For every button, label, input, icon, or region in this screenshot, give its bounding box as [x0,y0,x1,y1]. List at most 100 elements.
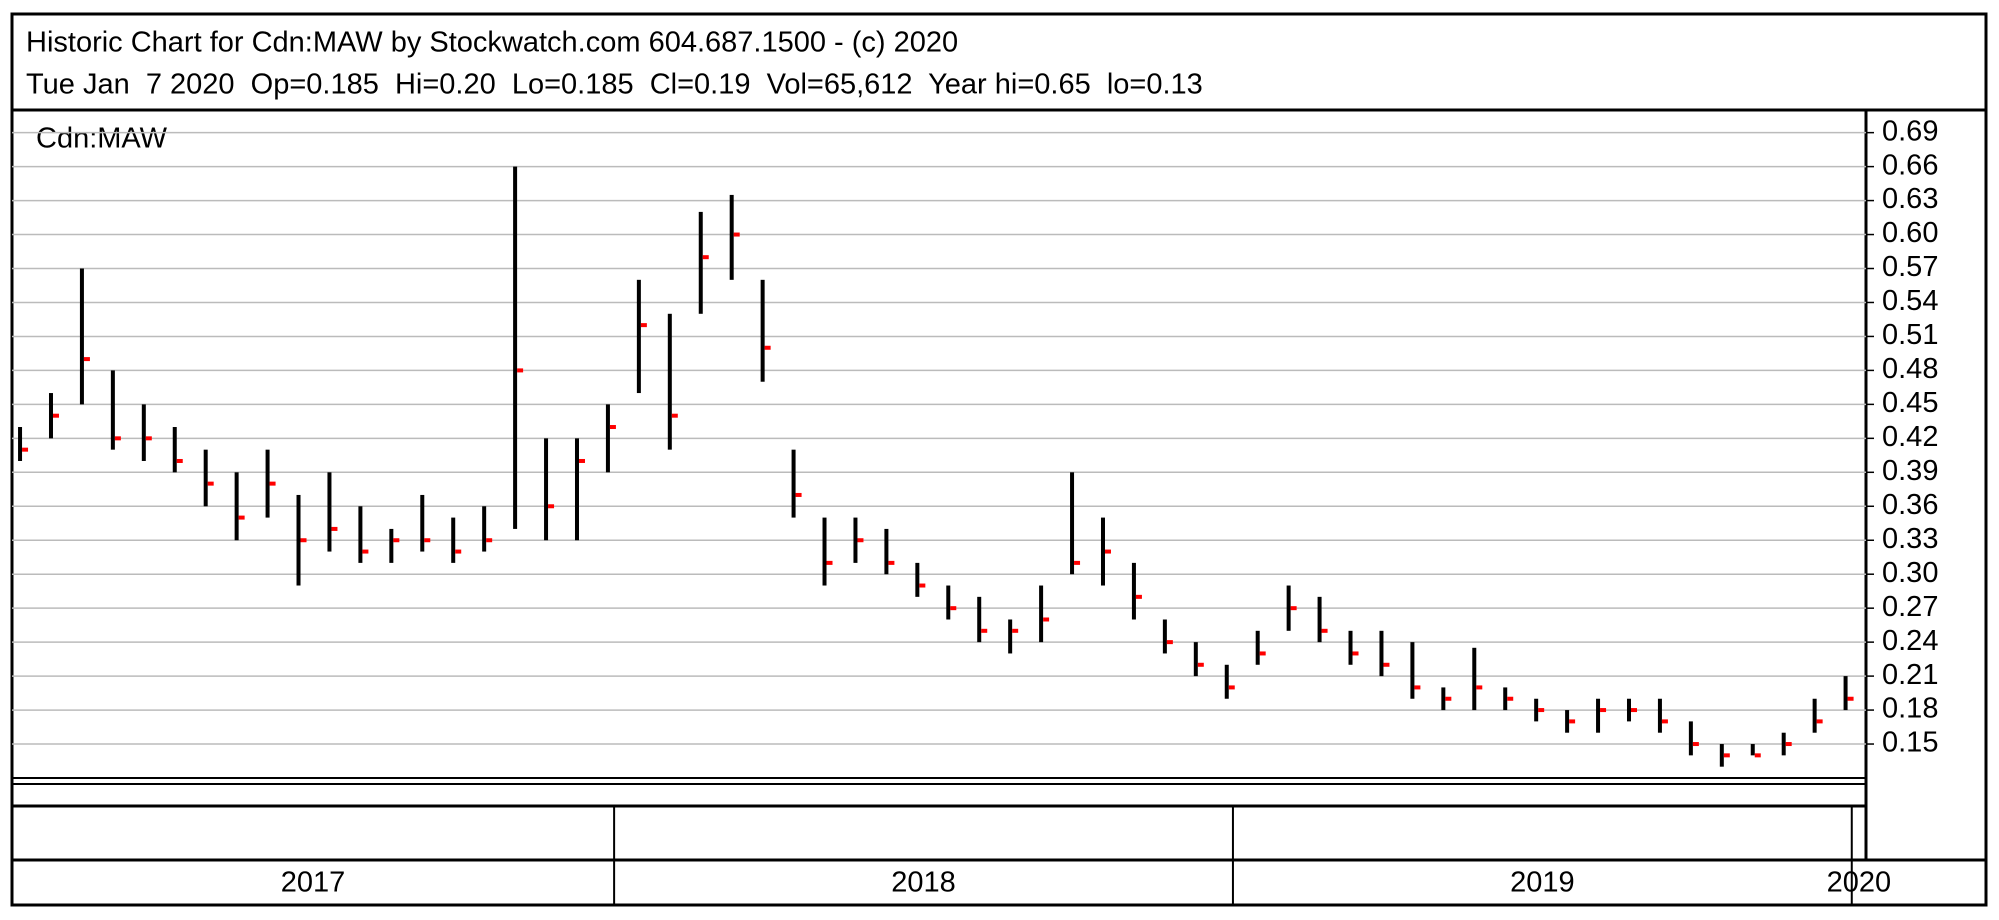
close-tick [950,606,957,611]
close-tick [609,425,616,430]
price-bar [48,393,53,439]
price-bar [1719,744,1724,767]
close-tick [517,368,524,373]
y-tick-label: 0.21 [1882,659,1938,691]
price-bar [729,194,734,280]
close-tick [1661,719,1668,724]
close-tick [1043,617,1050,622]
close-tick [826,560,833,565]
price-bar [1503,687,1508,711]
close-tick [1074,560,1081,565]
price-bar [1224,664,1229,699]
price-bar [1193,642,1198,677]
price-bar [1286,585,1291,631]
close-tick [1135,594,1142,599]
close-tick [1600,708,1607,713]
close-tick [331,526,338,531]
price-bar [1348,630,1353,665]
price-bar [203,449,208,507]
y-tick-label: 0.63 [1882,183,1938,215]
close-tick [1445,696,1452,701]
close-tick [486,538,493,543]
close-tick [548,504,555,509]
price-bar [1379,630,1384,677]
y-tick-label: 0.33 [1882,523,1938,555]
close-tick [1228,685,1235,690]
close-tick [1352,651,1359,656]
price-bar [544,438,549,541]
price-bar [296,494,301,586]
x-tick-label: 2017 [281,867,346,899]
price-bar [1596,698,1601,733]
close-tick [671,413,678,418]
y-tick-label: 0.39 [1882,455,1938,487]
price-bar [420,494,425,552]
price-bar [853,517,858,563]
close-tick [919,583,926,588]
close-tick [1166,640,1173,645]
close-tick [1259,651,1266,656]
price-bar [1070,472,1075,575]
close-tick [1569,719,1576,724]
price-bar [1008,619,1013,654]
price-bar [110,370,115,450]
close-tick [145,436,152,441]
close-tick [578,458,585,463]
y-tick-label: 0.42 [1882,421,1938,453]
price-bar [389,528,394,563]
price-bar [327,472,332,552]
price-bar [234,472,239,541]
close-tick [52,413,59,418]
y-tick-label: 0.66 [1882,149,1938,181]
close-tick [238,515,245,520]
x-tick-label: 2020 [1827,867,1892,899]
y-tick-label: 0.27 [1882,591,1938,623]
close-tick [1414,685,1421,690]
price-bar [1100,517,1105,586]
close-tick [176,458,183,463]
chart-subtitle: Tue Jan 7 2020 Op=0.185 Hi=0.20 Lo=0.185… [26,69,1203,101]
y-tick-label: 0.69 [1882,115,1938,147]
y-tick-label: 0.15 [1882,727,1938,759]
close-tick [1290,606,1297,611]
y-tick-label: 0.24 [1882,625,1938,657]
price-bar [1162,619,1167,654]
close-tick [1847,696,1854,701]
close-tick [640,323,647,328]
x-tick-label: 2018 [891,867,956,899]
price-bar [1441,687,1446,711]
close-tick [1816,719,1823,724]
price-bar [265,449,270,518]
price-bar [1657,698,1662,733]
series-label: Cdn:MAW [36,123,168,155]
close-tick [981,628,988,633]
close-tick [362,549,369,554]
price-bar [1534,698,1539,722]
y-tick-label: 0.54 [1882,285,1938,317]
x-tick-label: 2019 [1510,867,1575,899]
price-bar [977,596,982,643]
close-tick [114,436,121,441]
price-bar [141,404,146,461]
price-bar [1131,562,1136,620]
close-tick [764,345,771,350]
y-tick-label: 0.57 [1882,251,1938,283]
close-tick [733,232,740,237]
y-tick-label: 0.48 [1882,353,1938,385]
price-bar [636,279,641,394]
close-tick [1383,662,1390,667]
price-bar [513,166,518,529]
price-bar [1472,647,1477,711]
price-bar [358,506,363,563]
price-bar [1626,698,1631,722]
close-tick [795,492,802,497]
close-tick [1321,628,1328,633]
frame [10,12,1988,907]
price-bar [884,528,889,575]
chart-title: Historic Chart for Cdn:MAW by Stockwatch… [26,27,958,59]
y-tick-label: 0.36 [1882,489,1938,521]
price-bar [605,404,610,473]
price-bar [822,517,827,586]
close-tick [300,538,307,543]
